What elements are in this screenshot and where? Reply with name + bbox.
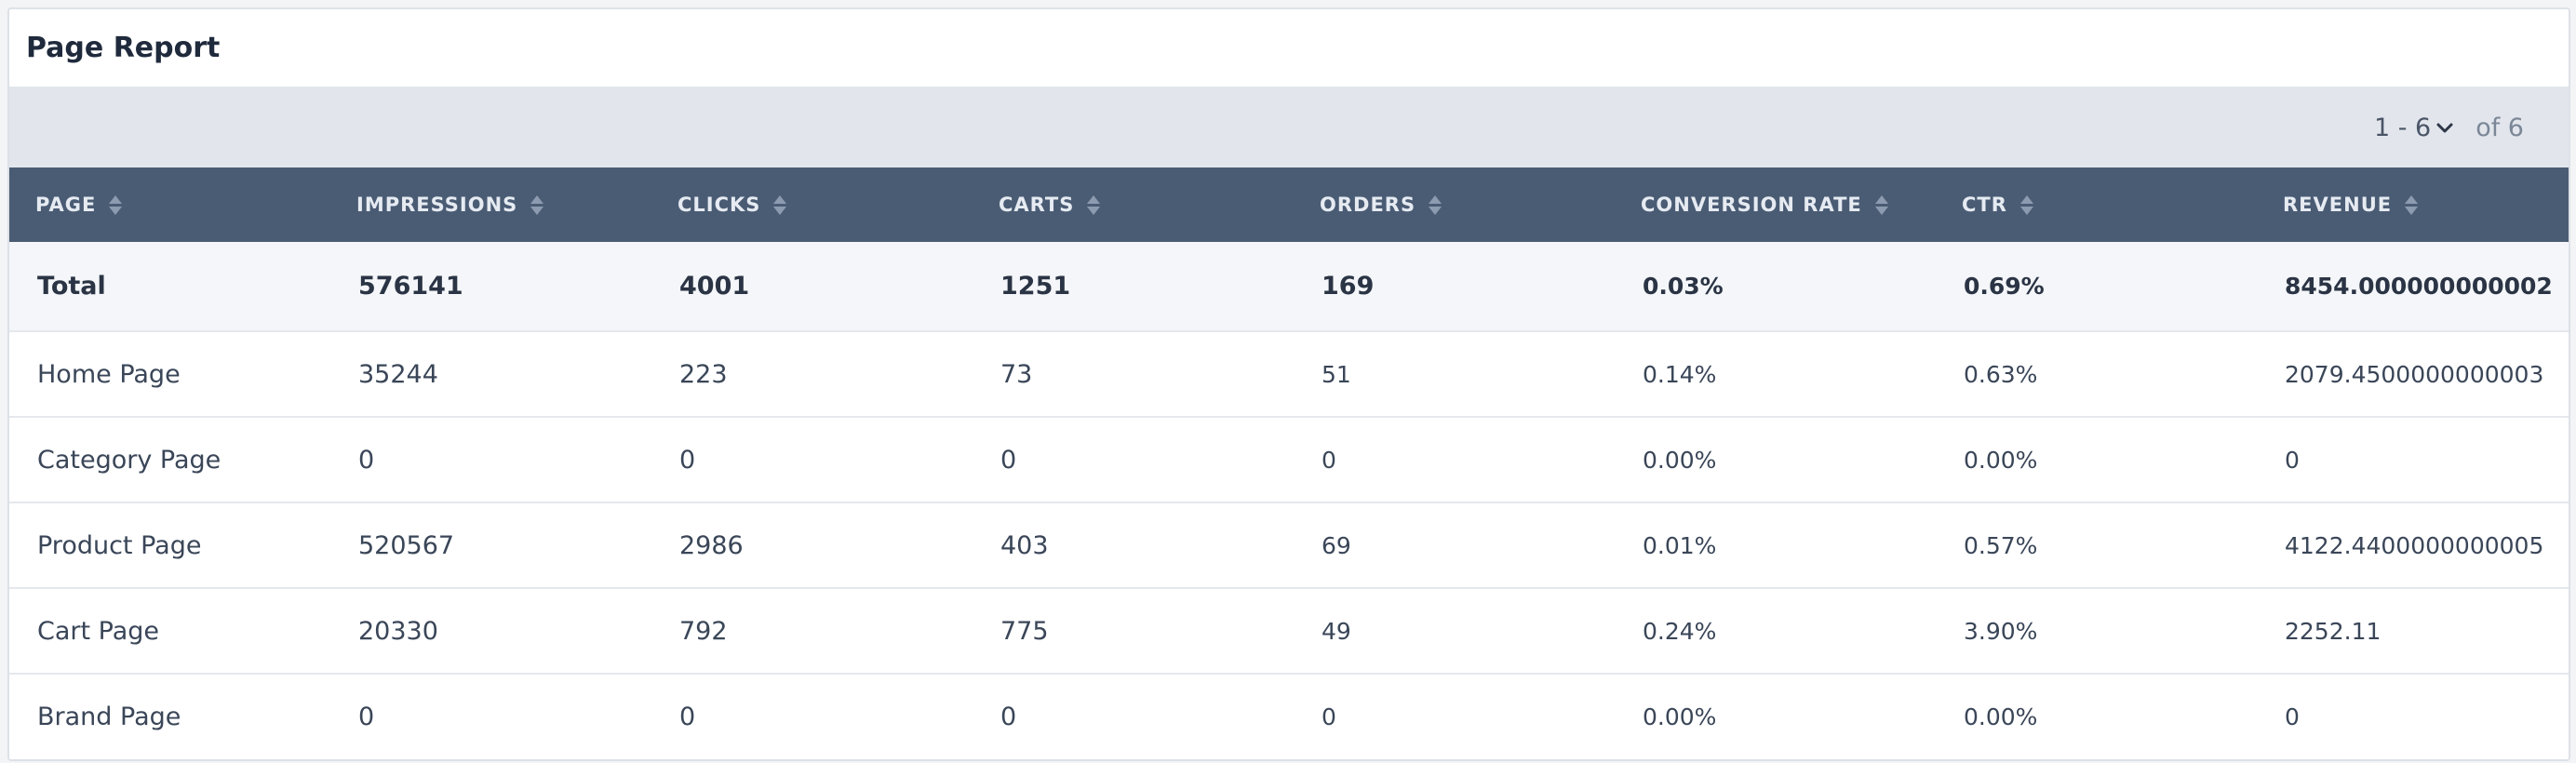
- sort-icon[interactable]: [1429, 194, 1442, 215]
- table-row: Brand Page 0 0 0 0 0.00% 0.00% 0: [9, 674, 2569, 759]
- column-header-carts[interactable]: CARTS: [973, 167, 1294, 242]
- table-cell: 0.69%: [1964, 273, 2045, 300]
- table-cell: 576141: [358, 272, 463, 301]
- table-cell: 1251: [1000, 272, 1071, 301]
- table-cell: 4122.4400000000005: [2285, 531, 2544, 559]
- table-cell: 0: [2285, 703, 2300, 730]
- table-cell: 0: [679, 445, 696, 475]
- table-header-row: PAGE IMPRESSIONS CLICKS CARTS ORDERS CON…: [9, 167, 2569, 242]
- table-cell: 49: [1322, 617, 1351, 645]
- table-row-total: Total 576141 4001 1251 169 0.03% 0.69% 8…: [9, 242, 2569, 331]
- table-cell: 0: [358, 445, 375, 475]
- pagination-bar: 1 - 6 of 6: [9, 88, 2569, 167]
- sort-icon[interactable]: [773, 194, 787, 215]
- table-cell: 0: [679, 703, 696, 731]
- table-cell: 0.00%: [1964, 446, 2038, 474]
- page-title: Page Report: [26, 32, 221, 64]
- column-header-conversion-rate[interactable]: CONVERSION RATE: [1615, 167, 1936, 242]
- table-cell: 20330: [358, 616, 438, 646]
- table-cell: 0.00%: [1964, 703, 2038, 730]
- table-cell: 0.00%: [1643, 446, 1717, 474]
- column-header-impressions[interactable]: IMPRESSIONS: [330, 167, 651, 242]
- table-cell: 35244: [358, 359, 438, 389]
- table-cell: Cart Page: [37, 616, 160, 646]
- sort-icon[interactable]: [1874, 194, 1888, 215]
- table-cell: 0: [2285, 446, 2300, 474]
- sort-icon[interactable]: [2405, 194, 2419, 215]
- card-header: Page Report: [9, 9, 2569, 88]
- column-header-orders[interactable]: ORDERS: [1294, 167, 1615, 242]
- table-cell: Product Page: [37, 530, 202, 560]
- table-row: Category Page 0 0 0 0 0.00% 0.00% 0: [9, 417, 2569, 502]
- table-cell: 0: [1000, 445, 1017, 475]
- page-total-text: of 6: [2475, 114, 2524, 142]
- table-cell: 51: [1322, 360, 1351, 388]
- table-cell: Brand Page: [37, 703, 181, 731]
- table-cell: Home Page: [37, 359, 181, 389]
- table-cell: 0.00%: [1643, 703, 1717, 730]
- table-cell: Category Page: [37, 445, 221, 475]
- column-header-page[interactable]: PAGE: [9, 167, 330, 242]
- table-cell: 2079.4500000000003: [2285, 360, 2544, 388]
- page-range-value: 1 - 6: [2373, 114, 2432, 142]
- chevron-down-icon: [2436, 123, 2453, 132]
- table-row: Product Page 520567 2986 403 69 0.01% 0.…: [9, 502, 2569, 588]
- report-table: PAGE IMPRESSIONS CLICKS CARTS ORDERS CON…: [9, 167, 2569, 759]
- table-cell: 3.90%: [1964, 617, 2038, 645]
- table-cell: 2252.11: [2285, 617, 2381, 645]
- page-range-select[interactable]: 1 - 6: [2374, 114, 2453, 142]
- table-cell: 169: [1322, 272, 1375, 301]
- column-header-clicks[interactable]: CLICKS: [651, 167, 973, 242]
- table-row: Cart Page 20330 792 775 49 0.24% 3.90% 2…: [9, 588, 2569, 674]
- table-cell: 0: [1322, 703, 1336, 730]
- table-cell: 69: [1322, 531, 1351, 559]
- page-report-card: Page Report 1 - 6 of 6 PAGE IMPRESSIONS …: [7, 7, 2570, 761]
- sort-icon[interactable]: [2019, 194, 2033, 215]
- table-cell: 0: [358, 703, 375, 731]
- table-row: Home Page 35244 223 73 51 0.14% 0.63% 20…: [9, 331, 2569, 417]
- table-cell: 4001: [679, 272, 750, 301]
- table-cell: 0.63%: [1964, 360, 2038, 388]
- table-cell: 0.14%: [1643, 360, 1717, 388]
- column-header-revenue[interactable]: REVENUE: [2257, 167, 2569, 242]
- table-cell: 520567: [358, 530, 455, 560]
- sort-icon[interactable]: [530, 194, 544, 215]
- table-cell: 0: [1000, 703, 1017, 731]
- table-cell: 223: [679, 359, 728, 389]
- table-cell: 2986: [679, 530, 744, 560]
- sort-icon[interactable]: [1087, 194, 1101, 215]
- table-cell: 0.03%: [1643, 273, 1724, 300]
- table-cell: 403: [1000, 530, 1049, 560]
- table-cell: 0.01%: [1643, 531, 1717, 559]
- table-cell: 8454.000000000002: [2285, 273, 2553, 300]
- table-cell: 0.57%: [1964, 531, 2038, 559]
- sort-icon[interactable]: [109, 194, 123, 215]
- table-cell: Total: [37, 272, 106, 301]
- column-header-ctr[interactable]: CTR: [1936, 167, 2257, 242]
- table-cell: 0: [1322, 446, 1336, 474]
- table-cell: 775: [1000, 616, 1049, 646]
- table-cell: 792: [679, 616, 728, 646]
- table-cell: 0.24%: [1643, 617, 1717, 645]
- table-cell: 73: [1000, 359, 1033, 389]
